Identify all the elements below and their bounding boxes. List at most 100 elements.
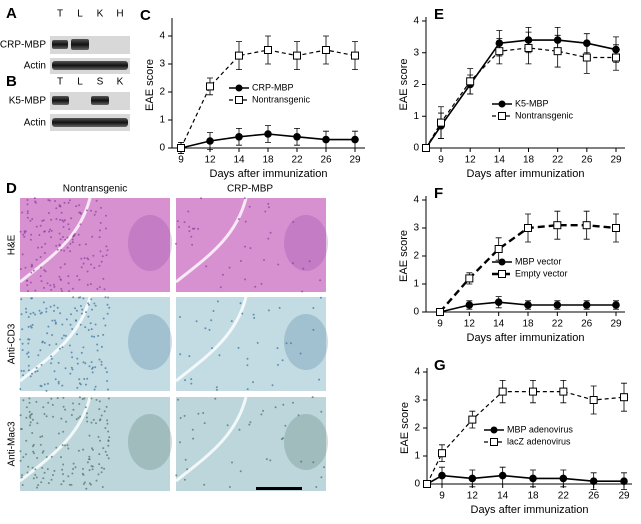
cell xyxy=(19,268,22,271)
cell xyxy=(32,311,35,314)
series-line xyxy=(425,39,617,149)
x-tick-label: 9 xyxy=(438,155,444,166)
cell xyxy=(28,401,31,404)
cell xyxy=(86,412,88,415)
cell xyxy=(212,310,215,312)
cell xyxy=(51,319,54,322)
cell xyxy=(66,444,69,447)
cell xyxy=(29,375,32,378)
cell xyxy=(74,466,77,469)
y-tick-label: 2 xyxy=(159,87,165,98)
cell xyxy=(61,444,64,447)
lane-label: L xyxy=(77,77,83,88)
cell xyxy=(41,219,44,222)
cell xyxy=(248,423,251,426)
row-label: CRP-MBP xyxy=(0,40,46,51)
cell xyxy=(221,273,224,276)
cell xyxy=(50,218,53,221)
cell xyxy=(47,482,50,485)
cell xyxy=(282,437,284,440)
cell xyxy=(79,296,82,299)
cell xyxy=(188,355,191,358)
cell xyxy=(35,476,38,479)
cell xyxy=(30,233,33,236)
tissue-region xyxy=(284,215,328,271)
cell xyxy=(24,266,27,269)
blot-band xyxy=(52,118,128,127)
cell xyxy=(82,361,85,364)
cell xyxy=(62,463,65,466)
data-point xyxy=(498,471,507,480)
cell xyxy=(312,307,315,309)
cell xyxy=(32,445,34,448)
cell xyxy=(23,230,26,233)
cell xyxy=(26,210,29,213)
data-point xyxy=(322,135,330,144)
cell xyxy=(34,370,37,373)
cell xyxy=(78,278,81,281)
cell xyxy=(54,321,57,324)
cell xyxy=(64,444,66,447)
cell xyxy=(241,312,244,315)
cell xyxy=(183,221,186,224)
cell xyxy=(57,382,60,385)
cell xyxy=(100,206,102,209)
cell xyxy=(319,279,322,282)
cell xyxy=(95,479,98,482)
cell xyxy=(39,443,42,446)
cell xyxy=(43,286,45,289)
cell xyxy=(244,220,247,223)
cell xyxy=(40,363,43,366)
cell xyxy=(28,397,31,400)
cell xyxy=(100,260,103,263)
cell xyxy=(100,466,103,469)
cell xyxy=(50,229,53,232)
cell xyxy=(25,416,28,419)
legend-marker xyxy=(498,270,506,278)
cell xyxy=(91,447,93,450)
x-tick-label: 26 xyxy=(581,319,593,330)
data-point xyxy=(351,135,359,144)
cell xyxy=(93,213,96,216)
cell xyxy=(76,357,79,360)
y-tick-label: 3 xyxy=(413,47,419,58)
tissue-region xyxy=(284,314,328,370)
data-point xyxy=(524,43,533,52)
cell xyxy=(23,231,26,234)
x-tick-label: 29 xyxy=(349,155,361,166)
cell xyxy=(214,397,217,400)
legend-marker xyxy=(490,438,498,446)
cell xyxy=(34,468,37,471)
cell xyxy=(61,290,63,293)
cell xyxy=(107,296,110,299)
cell xyxy=(42,219,45,222)
cell xyxy=(218,354,221,357)
cell xyxy=(55,343,58,346)
cell xyxy=(179,417,182,419)
cell xyxy=(60,483,63,486)
x-tick-label: 14 xyxy=(493,319,505,330)
cell xyxy=(64,334,67,337)
cell xyxy=(292,262,294,265)
cell xyxy=(67,275,70,278)
data-point xyxy=(206,137,214,145)
lane-label: L xyxy=(77,9,83,20)
data-point xyxy=(559,474,568,483)
cell xyxy=(42,301,45,304)
cell xyxy=(90,209,93,212)
tissue-fold xyxy=(19,296,92,383)
cell xyxy=(40,266,42,269)
cell xyxy=(254,285,257,288)
cell xyxy=(179,441,181,444)
cell xyxy=(62,480,65,483)
cell xyxy=(77,449,80,452)
cell xyxy=(79,305,82,307)
y-axis-label: EAE score xyxy=(398,230,410,282)
data-point xyxy=(494,298,503,307)
x-tick-label: 14 xyxy=(233,155,245,166)
cell xyxy=(36,457,39,459)
cell xyxy=(31,265,34,268)
cell xyxy=(63,334,65,337)
cell xyxy=(76,333,78,336)
cell xyxy=(239,470,242,473)
